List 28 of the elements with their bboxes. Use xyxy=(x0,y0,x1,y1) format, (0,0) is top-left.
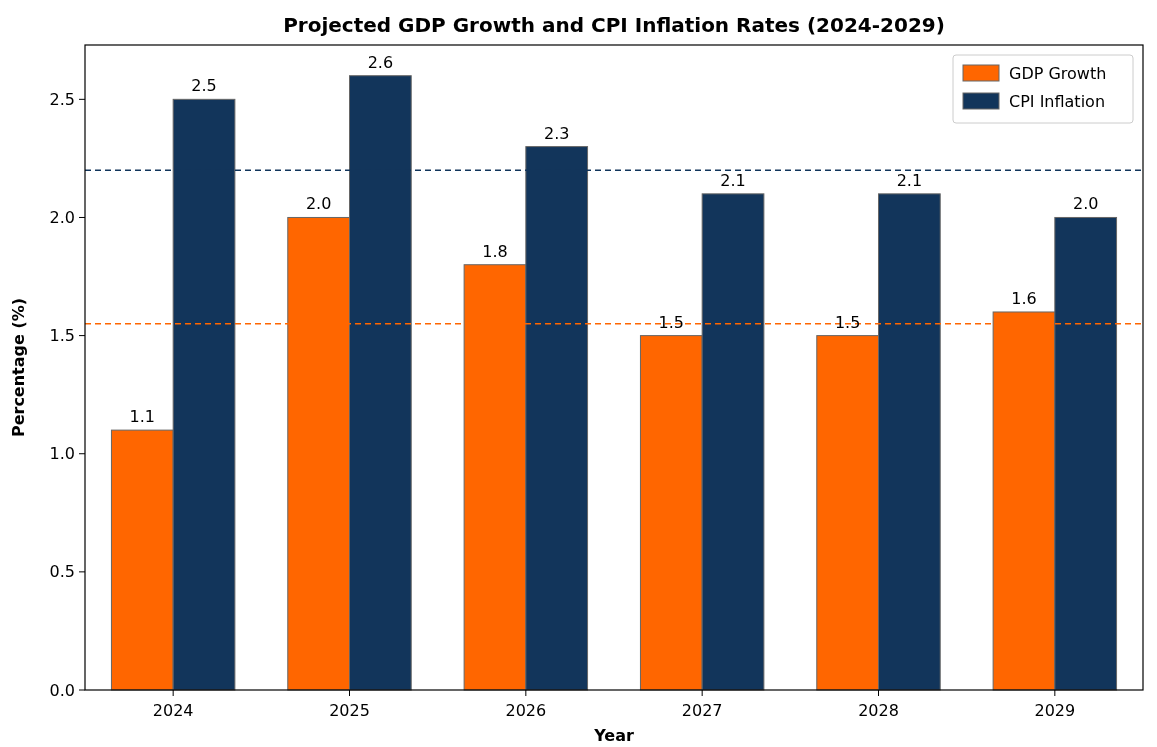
y-tick-label: 1.5 xyxy=(49,326,75,346)
data-label: 2.0 xyxy=(1072,194,1099,214)
x-tick-label: 2028 xyxy=(858,701,899,720)
legend-label: GDP Growth xyxy=(1009,63,1107,83)
y-axis-title: Percentage (%) xyxy=(9,297,28,438)
data-label: 2.3 xyxy=(543,123,570,143)
data-label: 2.5 xyxy=(191,76,217,96)
x-tick-label: 2027 xyxy=(681,701,723,720)
x-tick-label: 2029 xyxy=(1034,701,1076,720)
data-label: 1.5 xyxy=(658,312,685,332)
x-tick-label: 2026 xyxy=(505,701,547,720)
data-label: 2.1 xyxy=(896,170,923,190)
data-label: 2.0 xyxy=(305,194,332,214)
y-tick-label: 2.5 xyxy=(49,89,75,109)
x-tick-label: 2025 xyxy=(329,701,370,720)
y-tick-label: 2.0 xyxy=(49,208,75,228)
x-tick-label: 2024 xyxy=(152,701,194,720)
legend-label: CPI Inflation xyxy=(1009,91,1106,111)
data-label: 1.8 xyxy=(482,241,508,261)
y-tick-label: 0.0 xyxy=(49,680,75,700)
y-tick-label: 0.5 xyxy=(49,562,75,582)
x-axis-title: Year xyxy=(593,726,634,745)
y-tick-label: 1.0 xyxy=(49,444,75,464)
data-label: 2.6 xyxy=(367,52,394,72)
data-label: 1.1 xyxy=(129,407,156,427)
data-label: 2.1 xyxy=(720,170,746,190)
data-label: 1.6 xyxy=(1011,288,1037,308)
chart-title: Projected GDP Growth and CPI Inflation Rates (2024-2029) xyxy=(283,13,945,37)
